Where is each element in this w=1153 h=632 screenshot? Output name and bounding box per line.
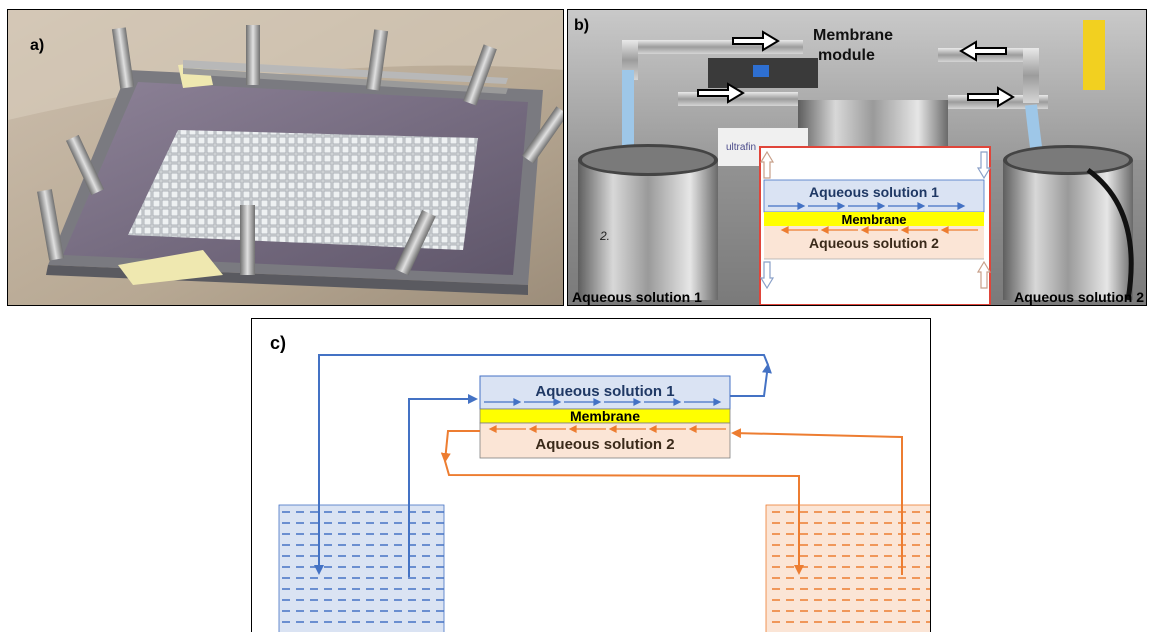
arrow-up-icon [759, 150, 775, 179]
inset-solution2-label: Aqueous solution 2 [809, 235, 939, 251]
tank-right [1003, 145, 1133, 300]
tweezers [183, 60, 508, 84]
module-label-line2: module [818, 47, 875, 64]
flow-schematic: c) Aqueous solution 1 Membrane Aqueous s [270, 333, 930, 632]
blue-circuit [314, 354, 772, 577]
membrane-module [798, 100, 948, 152]
module-solution2-label: Aqueous solution 2 [535, 436, 674, 453]
module-blue-flow [484, 398, 722, 406]
flow-arrows [697, 30, 1015, 108]
arrow-down-icon [759, 261, 775, 290]
equipment-label: ultrafin [726, 142, 756, 153]
arrow-right-icon [732, 30, 780, 52]
blue-feed-line [408, 394, 478, 577]
pipes [622, 40, 1048, 109]
orange-feed-line [731, 428, 903, 575]
panel-a-photo: a) [7, 9, 564, 306]
setup-photo: ultrafin 2. Membrane module [568, 10, 1146, 305]
module-solution1-label: Aqueous solution 1 [535, 383, 674, 400]
panel-b-photo: ultrafin 2. Membrane module [567, 9, 1147, 306]
blue-outlet-line [730, 363, 772, 397]
module-orange-flow [488, 425, 726, 433]
bolts [37, 25, 563, 276]
inset-orange-flow [780, 226, 978, 234]
arrow-down-icon [976, 151, 992, 180]
tank-solution1 [278, 504, 445, 632]
module-label-line1: Membrane [813, 27, 893, 44]
tank-marking: 2. [599, 229, 610, 243]
arrow-right-icon [967, 86, 1015, 108]
yellow-fitting [1083, 20, 1105, 90]
panel-b-label: b) [574, 17, 589, 34]
tank-solution2 [765, 504, 930, 632]
inset-schematic: Aqueous solution 1 Membrane Aqueous solu… [759, 146, 992, 305]
panel-c-label: c) [270, 333, 286, 353]
arrow-right-icon [697, 82, 745, 104]
spacer-plate-photo: a) [8, 10, 563, 305]
inset-solution1-label: Aqueous solution 1 [809, 184, 939, 200]
arrow-up-icon [976, 260, 992, 289]
orange-outlet-line [440, 430, 480, 463]
tank-left-label: Aqueous solution 1 [572, 289, 702, 305]
tape [118, 250, 223, 285]
inset-membrane-label: Membrane [841, 212, 906, 227]
module-membrane-label: Membrane [570, 408, 640, 424]
inset-membrane-layer [764, 212, 984, 226]
tank-right-label: Aqueous solution 2 [1014, 289, 1144, 305]
tank-left [578, 144, 718, 300]
inset-blue-flow [768, 202, 966, 210]
orange-return-line [444, 460, 804, 575]
mesh-spacer [128, 130, 478, 250]
panel-c-schematic: c) Aqueous solution 1 Membrane Aqueous s [251, 318, 931, 632]
blue-return-line [314, 354, 769, 575]
panel-a-label: a) [30, 37, 44, 54]
orange-circuit [440, 428, 903, 575]
arrow-left-icon [959, 40, 1007, 62]
